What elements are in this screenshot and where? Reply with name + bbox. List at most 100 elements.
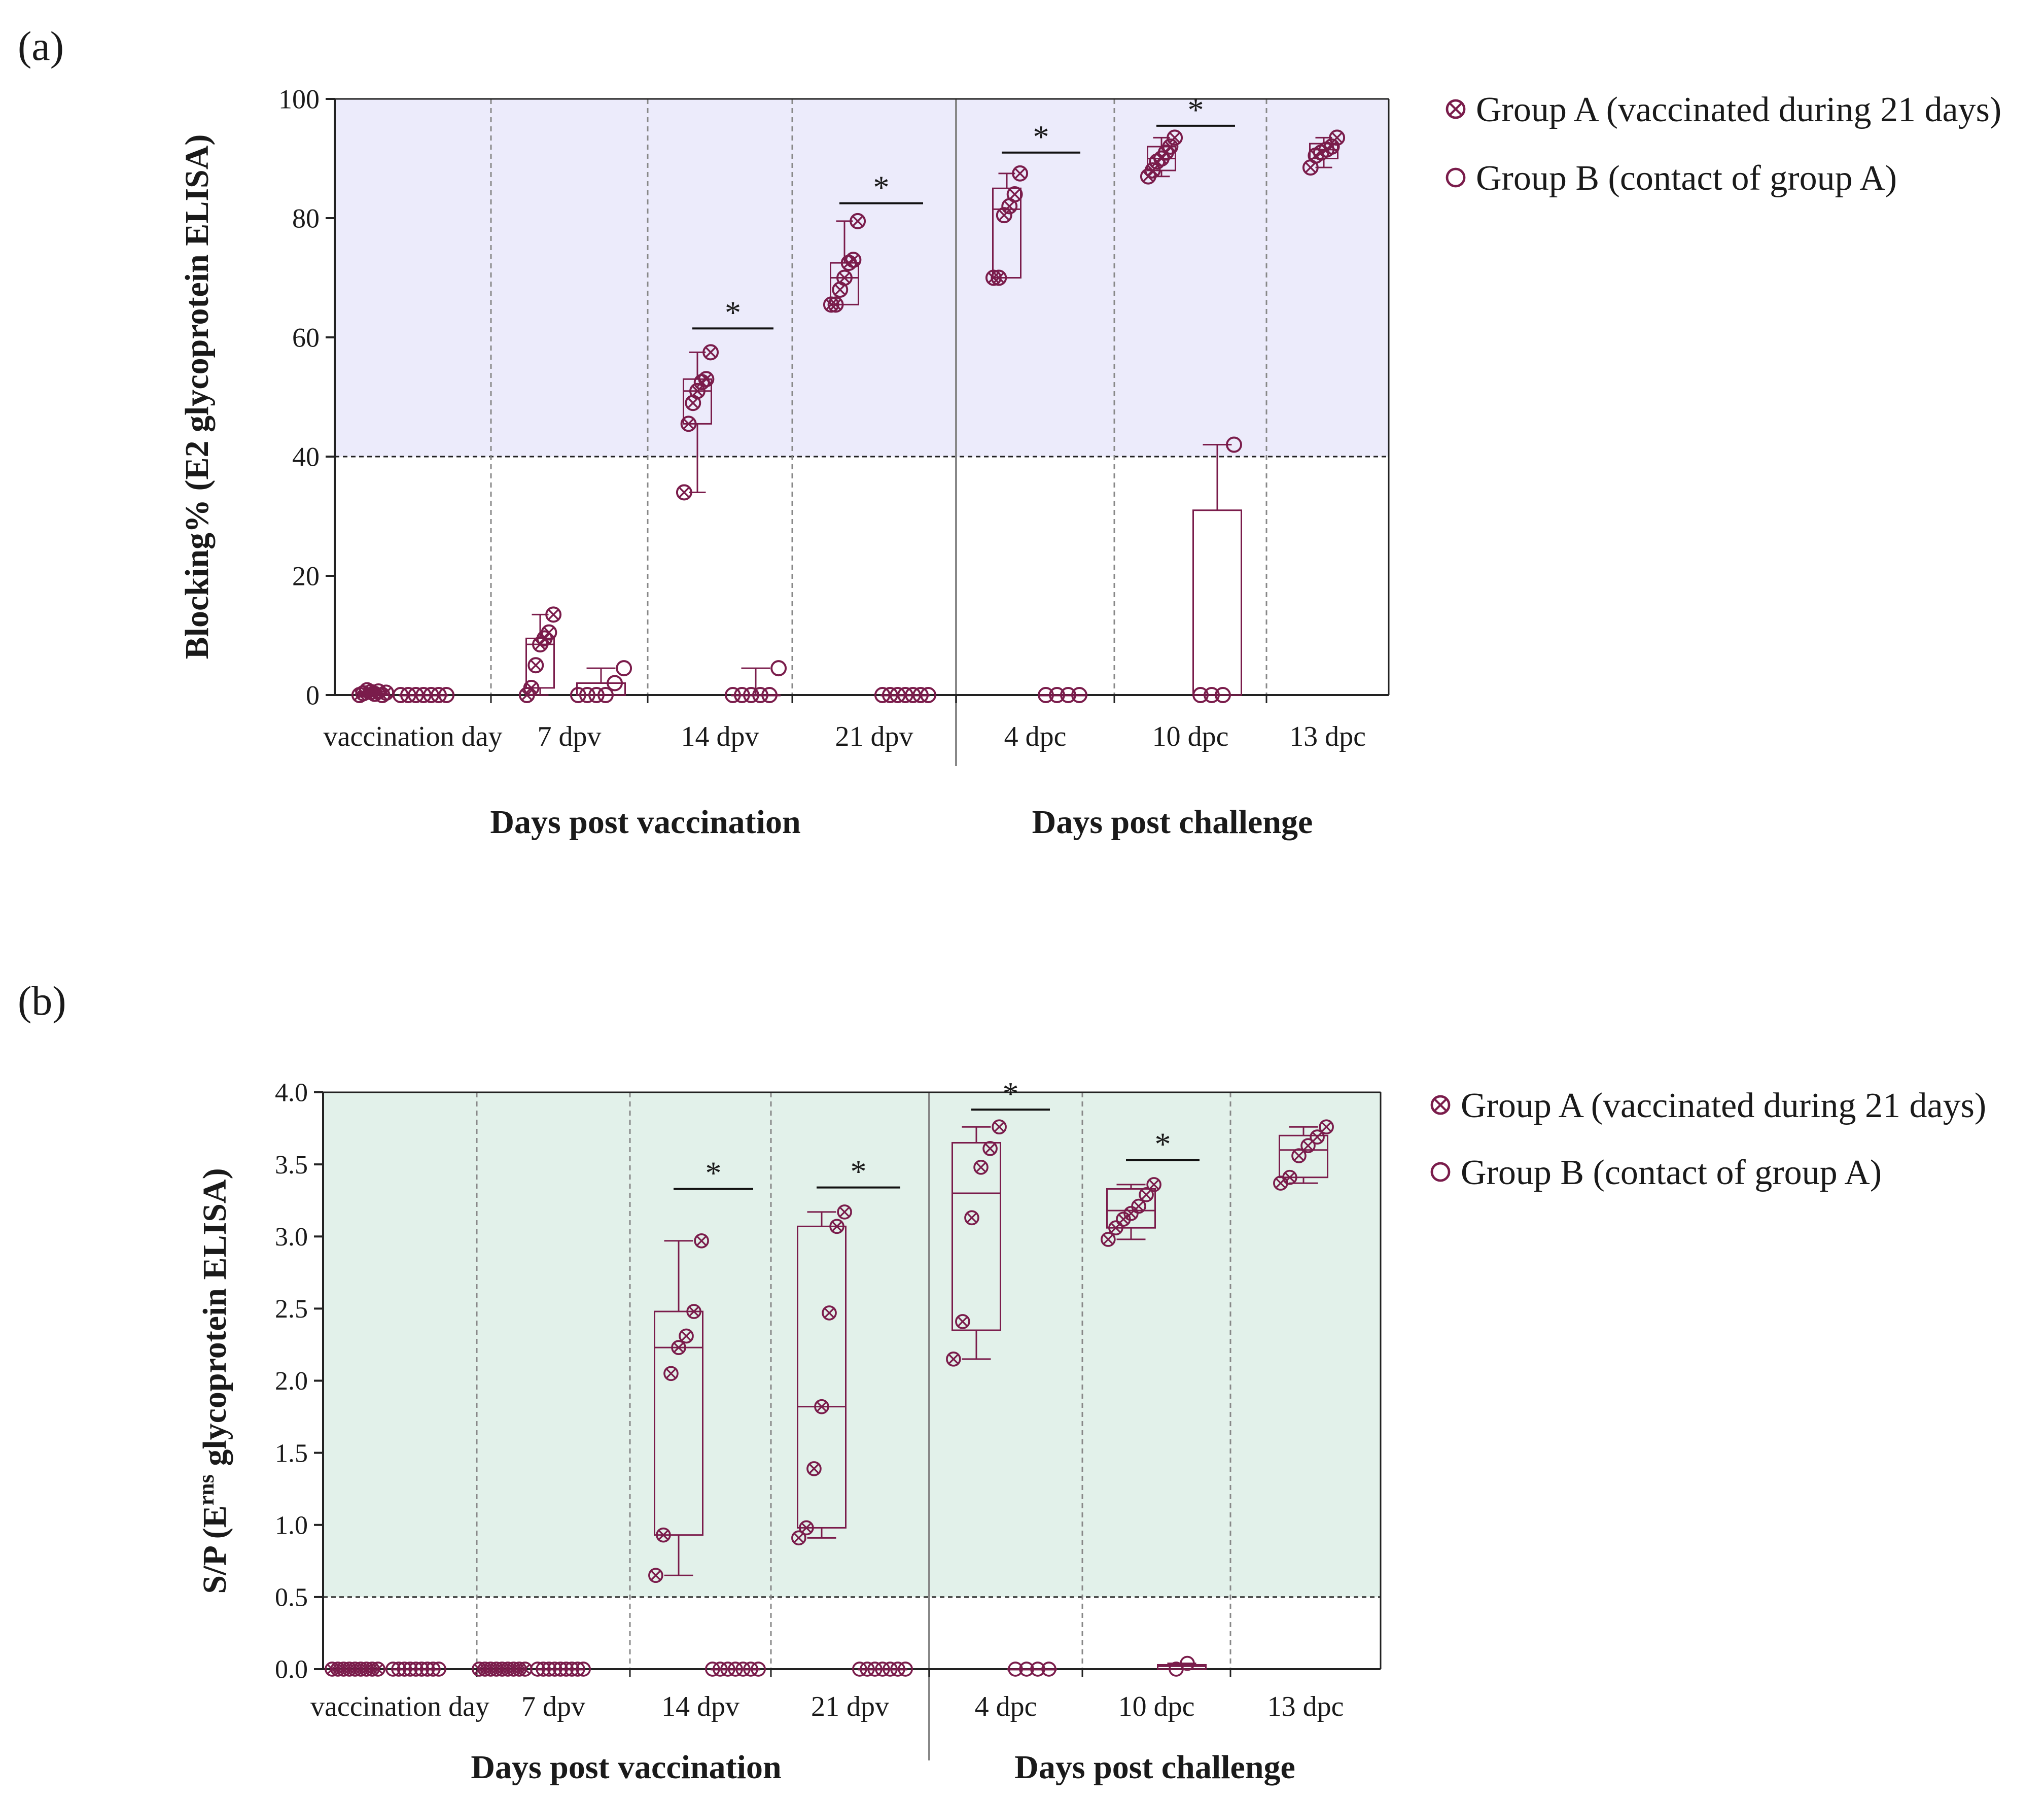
group-label-vaccination: Days post vaccination <box>490 804 800 841</box>
legend-marker-group-a <box>1446 99 1466 119</box>
marker-ring <box>1430 1162 1451 1182</box>
box-iqr <box>951 1141 1001 1331</box>
x-tick-label: 7 dpv <box>521 1691 585 1722</box>
y-ticks: 0 20 40 60 80 100 <box>278 84 335 710</box>
data-point <box>1071 687 1087 703</box>
y-ticks: 0.0 0.5 1.0 1.5 2.0 2.5 3.0 3.5 4.0 <box>275 1079 323 1684</box>
marker-cross <box>1305 162 1316 173</box>
marker-ring <box>523 679 540 696</box>
marker-ring <box>570 687 586 703</box>
marker-ring <box>1430 1095 1451 1115</box>
data-point <box>415 687 432 703</box>
marker-ring <box>1012 165 1029 182</box>
marker-cross <box>801 1523 812 1533</box>
data-point <box>527 657 544 674</box>
marker-ring <box>761 687 778 703</box>
marker-ring <box>1060 687 1076 703</box>
x-tick-label: 13 dpc <box>1289 721 1366 752</box>
marker-cross <box>1149 1180 1159 1190</box>
legend-label-group-a: Group A (vaccinated during 21 days) <box>1461 1086 1986 1125</box>
data-point <box>829 1219 844 1234</box>
marker-ring <box>724 687 741 703</box>
data-point <box>1319 1119 1334 1135</box>
marker-ring <box>890 1662 905 1677</box>
legend-marker-group-b <box>1430 1162 1451 1182</box>
data-point <box>676 484 692 501</box>
marker-ring <box>897 687 913 703</box>
data-marks <box>325 1119 1334 1677</box>
box-iqr <box>1192 509 1242 696</box>
marker-cross <box>548 609 559 620</box>
marker-ring <box>728 1662 743 1677</box>
y-tick-label: 0.0 <box>275 1655 308 1684</box>
marker-cross <box>853 216 863 226</box>
marker-ring <box>1204 687 1220 703</box>
marker-ring <box>955 1314 970 1329</box>
panel-b: (b) 0.0 0.5 1.0 1.5 2.0 2.5 3.0 3.5 4.0 vaccinat… <box>18 978 1986 1786</box>
marker-cross <box>835 285 845 295</box>
marker-ring <box>392 687 409 703</box>
box-plot <box>1007 1668 1057 1671</box>
data-point <box>806 1461 822 1476</box>
legend-symbol <box>1430 1162 1451 1182</box>
data-point <box>385 1662 401 1677</box>
marker-ring <box>1008 1662 1023 1677</box>
box-plot <box>1192 444 1242 696</box>
box-iqr <box>1279 1134 1328 1179</box>
marker-cross <box>679 487 689 498</box>
data-point <box>720 1662 735 1677</box>
significance-asterisk: * <box>873 169 890 205</box>
data-point <box>616 660 632 677</box>
data-point <box>991 269 1007 286</box>
marker-ring <box>1180 1655 1195 1671</box>
marker-ring <box>1226 436 1242 453</box>
marker-ring <box>558 1662 574 1677</box>
marker-cross <box>832 1222 842 1231</box>
data-point <box>530 1662 545 1677</box>
marker-cross <box>681 1331 691 1341</box>
marker-cross <box>848 255 859 265</box>
data-point <box>1226 436 1242 453</box>
data-point <box>1146 1177 1161 1192</box>
data-point <box>545 606 562 623</box>
data-point <box>679 1328 694 1344</box>
data-point <box>920 687 937 703</box>
data-point <box>698 371 715 388</box>
marker-cross <box>839 1207 850 1217</box>
data-point <box>1139 1187 1154 1202</box>
marker-ring <box>814 1399 829 1414</box>
marker-ring <box>1319 1119 1334 1135</box>
x-tick-label: 4 dpc <box>975 1691 1037 1722</box>
y-tick-label: 1.0 <box>275 1511 308 1540</box>
data-point <box>761 687 778 703</box>
marker-ring <box>385 1662 401 1677</box>
marker-ring <box>541 1662 557 1677</box>
data-point <box>426 1662 441 1677</box>
data-point <box>905 687 922 703</box>
marker-ring <box>545 606 562 623</box>
marker-ring <box>882 687 898 703</box>
data-point <box>553 1662 568 1677</box>
legend-marker-group-b <box>1446 167 1466 188</box>
marker-ring <box>964 1210 979 1226</box>
y-axis-label: Blocking% (E2 glycoprotein ELISA) <box>179 134 216 660</box>
marker-ring <box>874 687 891 703</box>
data-point <box>973 1159 989 1175</box>
marker-ring <box>407 687 424 703</box>
significance-asterisk: * <box>1033 119 1049 155</box>
data-point <box>431 1662 446 1677</box>
panel-label: (b) <box>18 978 66 1024</box>
y-tick-label: 3.5 <box>275 1151 308 1180</box>
marker-ring <box>547 1662 562 1677</box>
data-point <box>541 1662 557 1677</box>
marker-ring <box>1041 1662 1056 1677</box>
marker-ring <box>836 269 853 286</box>
marker-ring <box>579 687 595 703</box>
data-point <box>955 1314 970 1329</box>
y-tick-label: 40 <box>292 441 320 472</box>
marker-ring <box>822 1305 837 1321</box>
marker-cross <box>1321 1122 1331 1132</box>
marker-ring <box>1019 1662 1034 1677</box>
marker-cross <box>1103 1234 1113 1244</box>
